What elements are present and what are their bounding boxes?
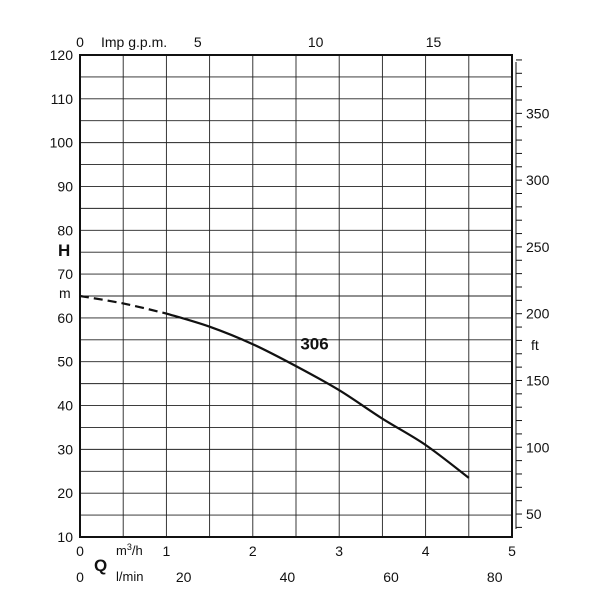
x-tick-label: 3 (335, 543, 343, 559)
y-axis-right-unit: ft (531, 337, 539, 353)
y-tick-label: 80 (57, 222, 73, 238)
series-label: 306 (300, 334, 328, 353)
y-right-tick-label: 350 (526, 105, 550, 121)
y-tick-label: 60 (57, 310, 73, 326)
y-right-tick-label: 100 (526, 439, 550, 455)
y-tick-label: 30 (57, 441, 73, 457)
x-tick-label: 4 (422, 543, 430, 559)
y-right-tick-label: 50 (526, 506, 542, 522)
x-top-tick-label: 15 (426, 34, 442, 50)
y-tick-label: 110 (51, 91, 74, 107)
y-tick-label: 100 (50, 135, 74, 151)
x-secondary-tick-label: 40 (280, 569, 296, 585)
grid (79, 54, 513, 538)
y-tick-label: 70 (57, 266, 73, 282)
curves: 306 (79, 294, 470, 479)
x-axis-primary-unit: m3/h (116, 542, 143, 558)
y-right-tick-label: 200 (526, 306, 550, 322)
y-tick-label: 20 (57, 485, 73, 501)
x-axis-symbol: Q (94, 556, 107, 575)
x-top-tick-label: 10 (308, 34, 324, 50)
x-tick-label: 2 (249, 543, 257, 559)
y-tick-label: 90 (57, 178, 73, 194)
top-axis-unit: Imp g.p.m. (101, 34, 167, 50)
x-secondary-tick-label: 80 (487, 569, 503, 585)
y-tick-label: 40 (57, 398, 73, 414)
curve-dashed-segment (79, 294, 167, 315)
x-axis-secondary-unit: l/min (116, 569, 143, 584)
y-axis-unit: m (59, 285, 71, 301)
y-right-tick-label: 250 (526, 239, 550, 255)
x-tick-label: 1 (163, 543, 171, 559)
x-top-tick-label: 5 (194, 34, 202, 50)
y-right-tick-label: 300 (526, 172, 550, 188)
x-tick-label: 5 (508, 543, 516, 559)
y-tick-label: 10 (57, 529, 73, 545)
y-right-tick-label: 150 (526, 372, 550, 388)
y-tick-label: 120 (50, 47, 74, 63)
y-axis-symbol: H (58, 241, 70, 260)
x-top-tick-label: 0 (76, 34, 84, 50)
x-secondary-tick-label: 0 (76, 569, 84, 585)
x-tick-label: 0 (76, 543, 84, 559)
curve-solid-segment (166, 312, 470, 479)
x-secondary-tick-label: 20 (176, 569, 192, 585)
x-secondary-tick-label: 60 (383, 569, 399, 585)
y-tick-label: 50 (57, 354, 73, 370)
